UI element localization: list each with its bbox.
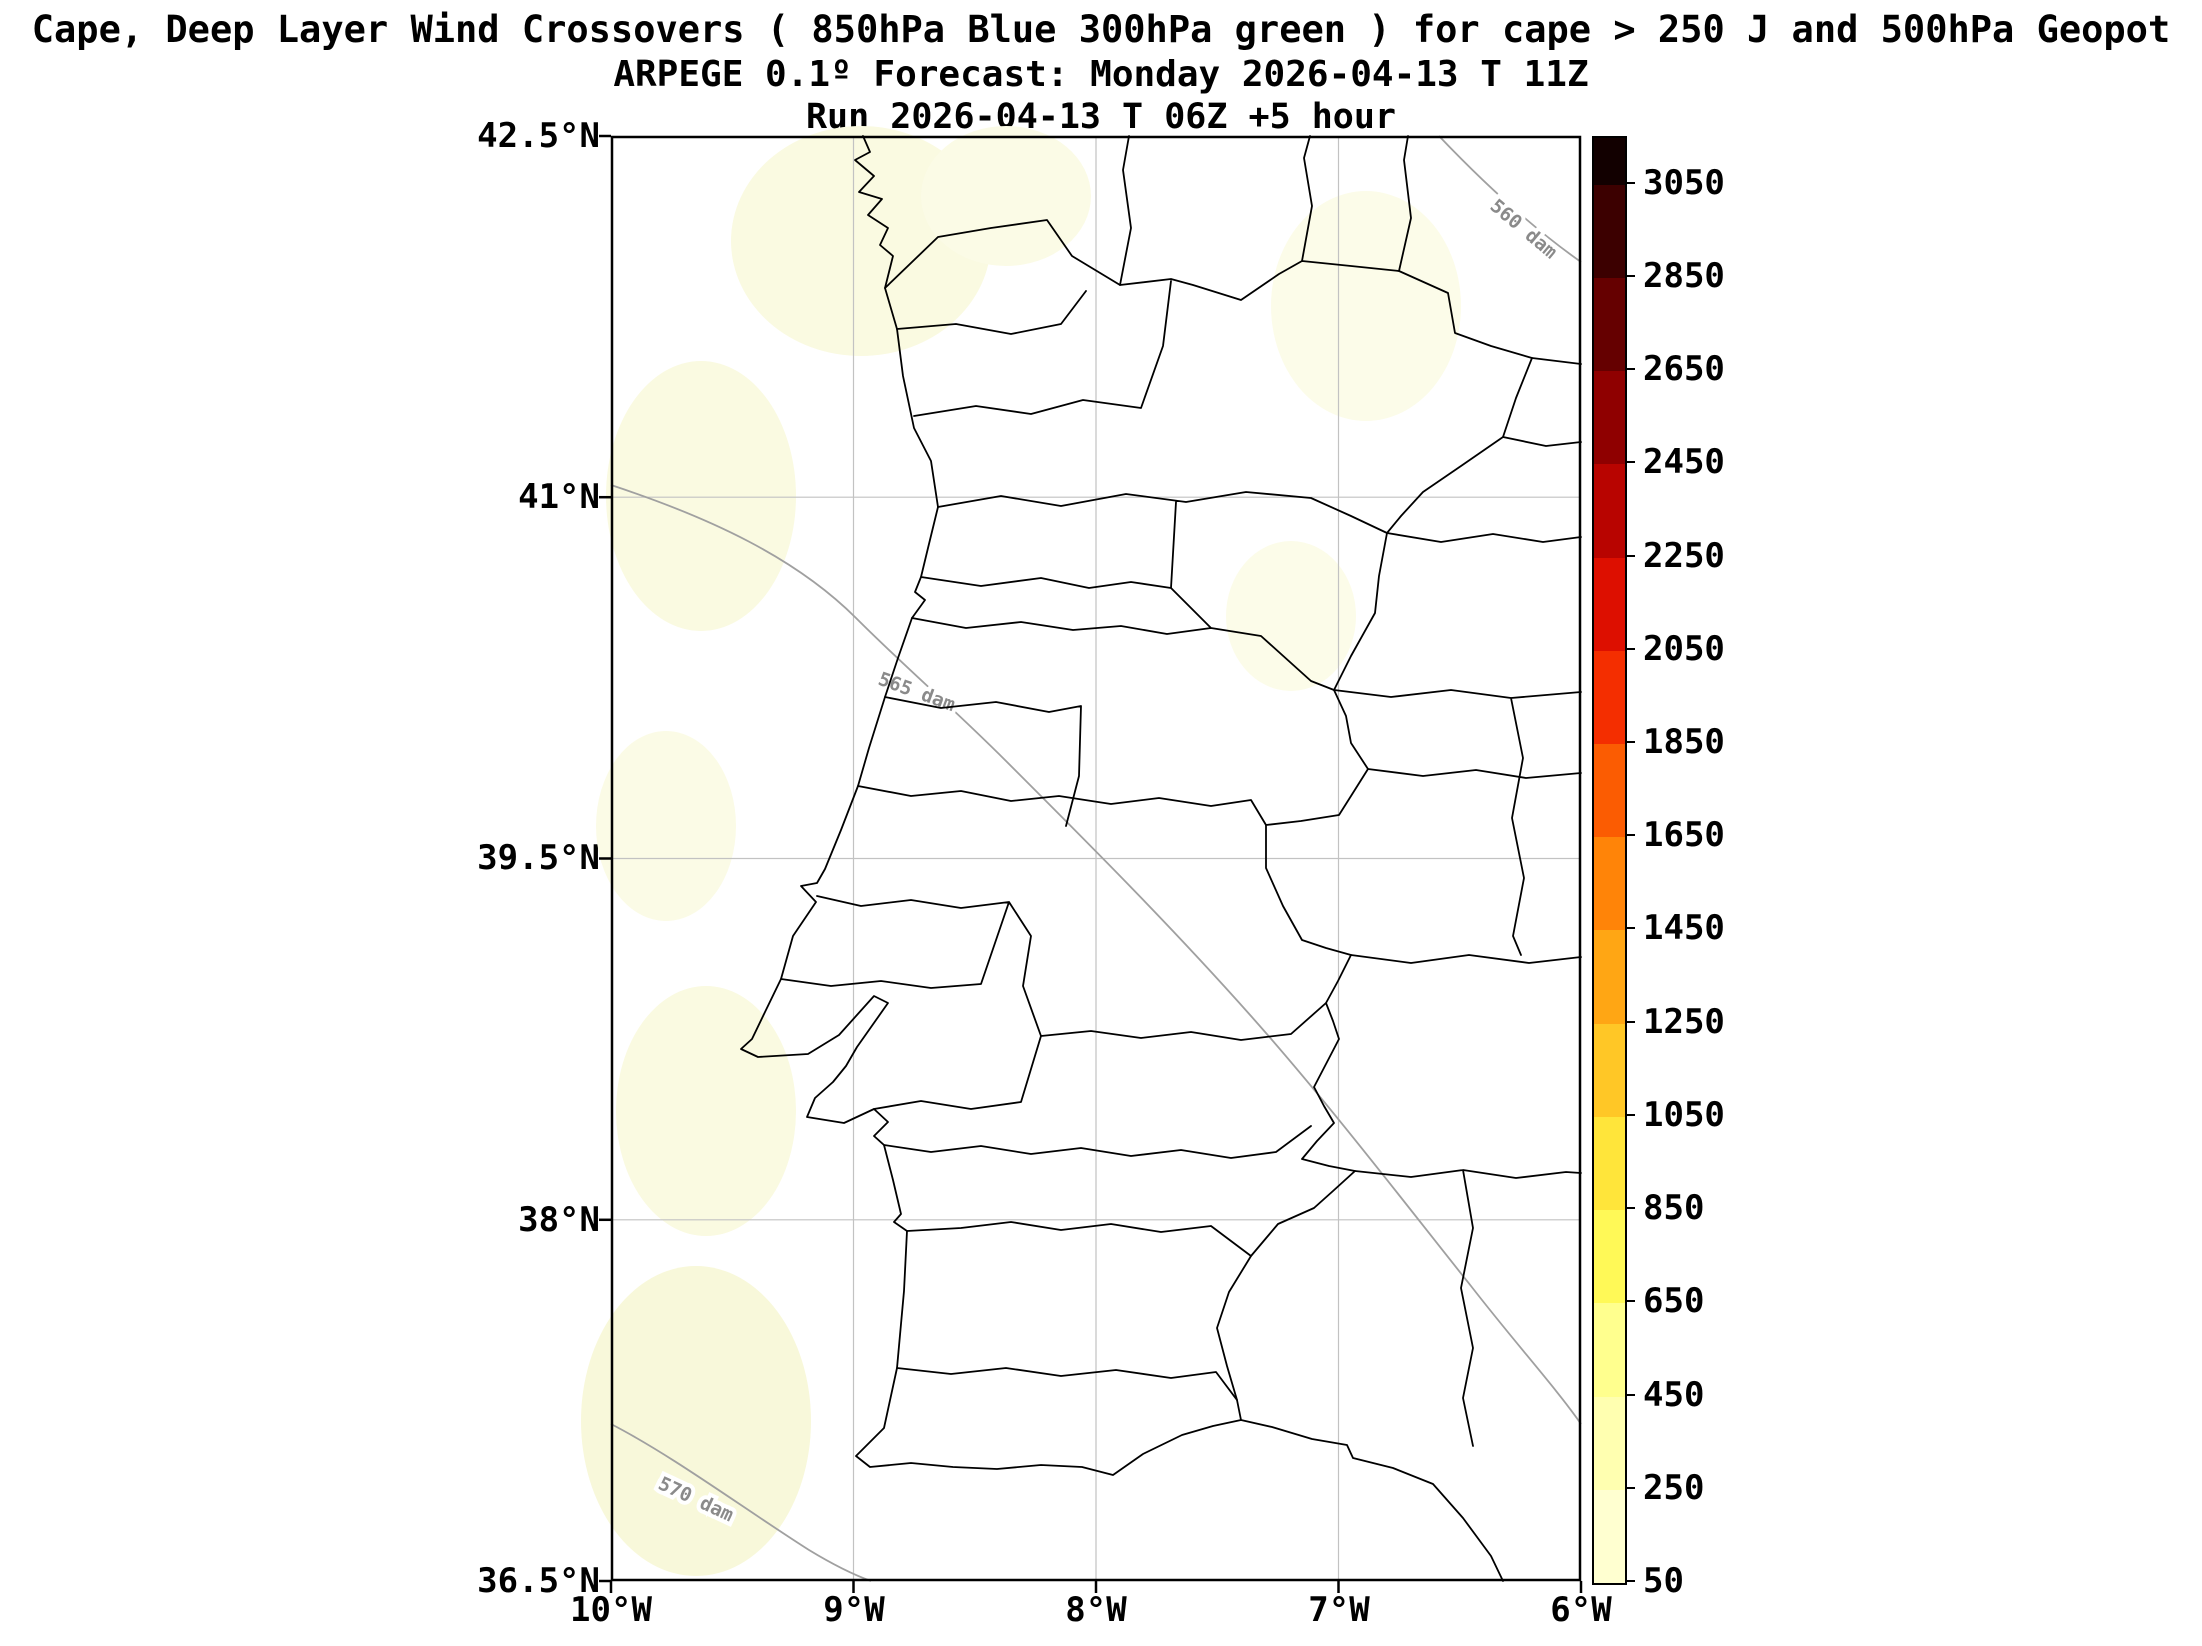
axis-tick-marks [599, 134, 1583, 1593]
y-tick-label-38n: 38°N [518, 1200, 600, 1240]
colorbar-band [1594, 1489, 1625, 1583]
province-boundaries-spain [1119, 135, 1582, 1447]
colorbar-tick-label: 1250 [1643, 1001, 1725, 1042]
colorbar-band [1594, 556, 1625, 651]
colorbar [1592, 136, 1627, 1585]
contour-570dam [610, 1423, 872, 1582]
district-boundaries-portugal [780, 280, 1388, 1401]
colorbar-tick-label: 2450 [1643, 442, 1725, 483]
colorbar-tick-mark [1625, 1207, 1635, 1210]
colorbar-tick-label: 1650 [1643, 815, 1725, 856]
x-tick-label-8w: 8°W [1065, 1590, 1127, 1630]
figure-title-line-3: Run 2026-04-13 T 06Z +5 hour [805, 97, 1396, 137]
colorbar-tick-label: 50 [1643, 1561, 1684, 1601]
colorbar-tick-label: 250 [1643, 1467, 1705, 1508]
colorbar-band [1594, 1023, 1625, 1117]
colorbar-tick-label: 2050 [1643, 628, 1725, 669]
x-tick-label-9w: 9°W [823, 1590, 885, 1630]
colorbar-tick-mark [1625, 1486, 1635, 1489]
y-tick-label-41n: 41°N [518, 477, 600, 517]
colorbar-tick-mark [1625, 1393, 1635, 1396]
colorbar-band [1594, 370, 1625, 465]
colorbar-tick-mark [1625, 1580, 1635, 1582]
colorbar-tick-mark [1625, 927, 1635, 930]
x-tick-label-10w: 10°W [570, 1590, 652, 1630]
cape-shading [581, 126, 1461, 1576]
colorbar-tick-mark [1625, 274, 1635, 277]
colorbar-tick-label: 1850 [1643, 721, 1725, 762]
colorbar-tick-mark [1625, 647, 1635, 650]
colorbar-tick-label: 2650 [1643, 349, 1725, 390]
colorbar-tick-mark [1625, 1020, 1635, 1023]
colorbar-tick-mark [1625, 461, 1635, 464]
map-frame [610, 135, 1582, 1582]
colorbar-tick-label: 1050 [1643, 1094, 1725, 1135]
colorbar-tick-label: 650 [1643, 1281, 1705, 1322]
figure-title-line-1: Cape, Deep Layer Wind Crossovers ( 850hP… [31, 8, 2171, 51]
colorbar-tick-label: 2850 [1643, 255, 1725, 296]
x-tick-label-7w: 7°W [1308, 1590, 1370, 1630]
colorbar-tick-label: 2250 [1643, 535, 1725, 576]
colorbar-band [1594, 138, 1625, 185]
colorbar-band [1594, 1302, 1625, 1397]
contour-560dam [1438, 135, 1582, 263]
colorbar-band [1594, 184, 1625, 278]
map-canvas: 560 dam 565 dam 570 dam [581, 126, 1583, 1593]
y-tick-label-42-5n: 42.5°N [477, 116, 600, 156]
boundaries [740, 135, 1582, 1582]
colorbar-band [1594, 650, 1625, 744]
figure-title-line-2: ARPEGE 0.1º Forecast: Monday 2026-04-13 … [613, 54, 1589, 95]
colorbar-tick-mark [1625, 1113, 1635, 1116]
colorbar-band [1594, 1116, 1625, 1211]
colorbar-band [1594, 1209, 1625, 1304]
colorbar-tick-mark [1625, 834, 1635, 837]
colorbar-tick-label: 1450 [1643, 908, 1725, 949]
x-tick-label-6w: 6°W [1550, 1590, 1612, 1630]
colorbar-tick-mark [1625, 1300, 1635, 1303]
colorbar-tick-mark [1625, 368, 1635, 371]
contour-label-560: 560 dam [1486, 195, 1561, 263]
colorbar-band [1594, 836, 1625, 931]
y-tick-label-36-5n: 36.5°N [477, 1561, 600, 1601]
colorbar-tick-mark [1625, 740, 1635, 743]
colorbar-tick-mark [1625, 554, 1635, 557]
colorbar-band [1594, 743, 1625, 838]
contour-565dam [610, 484, 1582, 1425]
colorbar-tick-label: 450 [1643, 1374, 1705, 1415]
colorbar-band [1594, 277, 1625, 372]
y-tick-label-39-5n: 39.5°N [477, 838, 600, 878]
colorbar-tick-mark [1625, 181, 1635, 184]
colorbar-band [1594, 463, 1625, 558]
coastline [740, 135, 1504, 1582]
colorbar-tick-label: 850 [1643, 1188, 1705, 1229]
geopotential-contours [610, 135, 1582, 1582]
colorbar-tick-label: 3050 [1643, 162, 1725, 203]
colorbar-band [1594, 929, 1625, 1024]
colorbar-band [1594, 1395, 1625, 1490]
